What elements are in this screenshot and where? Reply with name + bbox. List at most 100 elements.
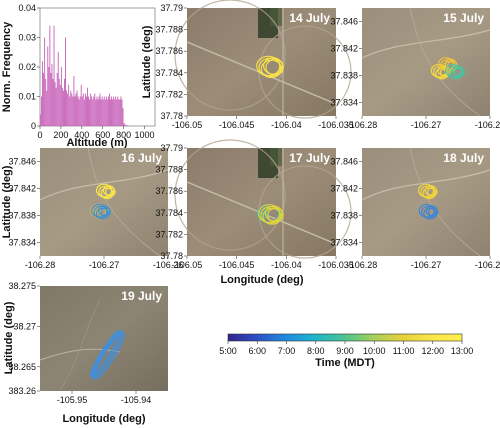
histogram-bar xyxy=(44,37,46,126)
track-loop xyxy=(454,67,465,78)
histogram-bar xyxy=(43,72,45,126)
road xyxy=(59,299,101,391)
y-tick-label: 37.834 xyxy=(330,98,358,108)
track-loop xyxy=(102,185,115,196)
colorbar-tick-label: 12:00 xyxy=(421,346,444,356)
histogram-bar xyxy=(78,99,80,126)
histogram-bar xyxy=(123,123,125,126)
x-tick-label: -106.27 xyxy=(411,120,442,130)
histogram-bar xyxy=(68,84,70,126)
y-tick-label: 37.78 xyxy=(160,251,183,261)
histogram-bar xyxy=(84,93,86,126)
histogram-bar xyxy=(114,99,116,126)
histogram-bar xyxy=(107,96,109,126)
track-loop xyxy=(425,205,438,217)
x-tick-label: 1000 xyxy=(135,130,155,140)
histogram-bar xyxy=(122,108,124,126)
map-date-title: 14 July xyxy=(289,11,330,25)
x-tick-label: -106.05 xyxy=(172,260,203,270)
histogram-bar xyxy=(102,99,104,126)
y-tick-label: 37.838 xyxy=(330,211,358,221)
histogram-bar xyxy=(112,99,114,126)
histogram-x-ticks: 0 200 400 600 800 1000 xyxy=(37,126,155,140)
x-tick-label: 400 xyxy=(74,130,89,140)
histogram-bar xyxy=(46,90,48,126)
histogram-bar xyxy=(74,96,76,126)
crop-field-green xyxy=(270,8,282,26)
track-loop xyxy=(264,205,283,222)
y-tick-label: 37.846 xyxy=(8,157,36,167)
histogram-bar xyxy=(90,93,92,126)
map-date-title: 18 July xyxy=(443,151,484,165)
track-loop xyxy=(427,186,438,197)
y-tick-label: 37.846 xyxy=(330,17,358,27)
road xyxy=(39,169,169,201)
crop-field-green xyxy=(270,148,282,166)
x-tick-label: 0 xyxy=(37,130,42,140)
track-loop xyxy=(418,203,435,218)
histogram-bar xyxy=(55,87,57,126)
y-tick-label: 0 xyxy=(31,121,36,131)
y-tick-label: 37.842 xyxy=(330,44,358,54)
map-background xyxy=(362,8,490,116)
histogram-x-label: Altitude (m) xyxy=(66,137,127,149)
y-tick-label: 37.842 xyxy=(330,184,358,194)
y-tick-label: 37.834 xyxy=(330,238,358,248)
flight-tracks xyxy=(256,55,284,79)
map-axes: -106.28 -106.27 -106.26 37.834 37.838 37.842 3… xyxy=(330,157,500,271)
track-loop xyxy=(424,185,437,196)
histogram-bar xyxy=(54,81,56,126)
map-background xyxy=(362,148,490,256)
y-tick-label: 37.788 xyxy=(155,165,183,175)
y-tick-label: 37.784 xyxy=(155,208,183,218)
map-panel-18-july: 18 July -106.28 -106.27 -106.26 37.834 37.83… xyxy=(330,147,500,271)
histogram-bar xyxy=(61,87,63,126)
map-date-title: 16 July xyxy=(121,151,162,165)
x-tick-label: -106.28 xyxy=(347,120,378,130)
histogram-bar xyxy=(83,99,85,126)
histogram-panel: 0 200 400 600 800 1000 0 0.01 0.02 0.03 0.04 Alti… xyxy=(1,3,156,149)
map-axes: -106.28 -106.27 -106.26 37.834 37.838 37.842 3… xyxy=(330,17,500,131)
track-loop xyxy=(265,59,284,76)
histogram-bar xyxy=(48,67,50,126)
histogram-bar xyxy=(57,52,59,126)
colorbar-tick-label: 10:00 xyxy=(363,346,386,356)
map-date-title: 17 July xyxy=(289,151,330,165)
y-tick-label: 0.02 xyxy=(18,62,36,72)
x-tick-label: -106.035 xyxy=(318,120,354,130)
y-tick-label: 37.788 xyxy=(155,25,183,35)
pivot-circle xyxy=(174,0,286,111)
track-loop xyxy=(417,183,435,198)
flight-tracks xyxy=(90,183,116,220)
map-axes: -106.28 -106.27 -106.26 37.834 37.838 37.842 3… xyxy=(8,157,183,271)
map-panel-17-july: 17 July -106.05 -106.045 -106.04 -106.035 37… xyxy=(155,139,354,270)
histogram-y-label: Norm. Frequency xyxy=(1,21,13,112)
histogram-bar xyxy=(63,90,64,126)
histogram-bar xyxy=(97,99,99,126)
histogram-bar xyxy=(75,93,77,126)
histogram-bar xyxy=(71,93,73,126)
colorbar-tick-label: 8:00 xyxy=(307,346,325,356)
y-tick-label: 0.03 xyxy=(18,33,36,43)
histogram-bar xyxy=(59,84,61,126)
histogram-y-ticks: 0 0.01 0.02 0.03 0.04 xyxy=(18,3,40,131)
y-tick-label: 37.786 xyxy=(155,46,183,56)
track-loop xyxy=(445,63,462,78)
track-loop xyxy=(93,332,125,380)
track-loop xyxy=(452,65,465,77)
y-axis-label: Latitude (deg) xyxy=(1,165,13,238)
y-tick-label: 0.01 xyxy=(18,92,36,102)
histogram-bar xyxy=(99,93,101,126)
track-loop xyxy=(89,329,121,378)
road xyxy=(409,7,481,117)
histogram-bar xyxy=(101,96,103,126)
pivot-circle xyxy=(174,139,286,251)
x-tick-label: -106.045 xyxy=(219,120,255,130)
y-tick-label: 38.27 xyxy=(13,321,36,331)
histogram-bar xyxy=(106,99,108,126)
histogram-bar xyxy=(119,99,121,126)
histogram-bar xyxy=(111,96,112,126)
colorbar-tick-label: 7:00 xyxy=(278,346,296,356)
x-tick-label: -105.95 xyxy=(57,395,88,405)
